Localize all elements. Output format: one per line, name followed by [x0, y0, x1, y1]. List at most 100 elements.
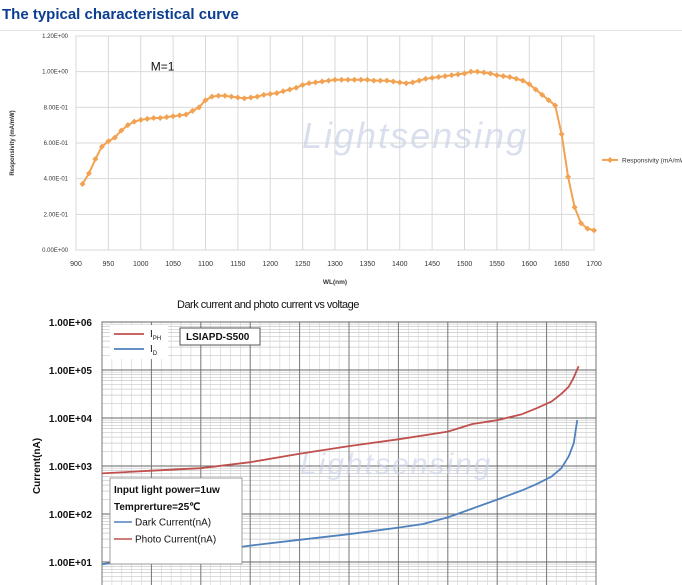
annotation-m1: M=1 — [151, 60, 175, 74]
current-voltage-chart: Dark current and photo current vs voltag… — [32, 299, 597, 585]
responsivity-point — [338, 76, 345, 83]
responsivity-point — [98, 143, 105, 150]
responsivity-point — [150, 115, 157, 122]
x-tick-label: 1200 — [262, 261, 278, 268]
responsivity-point — [480, 69, 487, 76]
legend-photo-label: Photo Current(nA) — [135, 535, 216, 546]
model-label: LSIAPD-S500 — [186, 332, 250, 343]
responsivity-point — [487, 70, 494, 77]
responsivity-point — [519, 77, 526, 84]
responsivity-point — [552, 102, 559, 109]
legend-label: Responsivity (mA/mW) — [622, 157, 682, 164]
note-text: Input light power=1uw — [114, 485, 220, 496]
responsivity-point — [357, 76, 364, 83]
responsivity-point — [105, 138, 112, 145]
responsivity-point — [157, 115, 164, 122]
responsivity-point — [131, 118, 138, 125]
responsivity-point — [189, 107, 196, 114]
responsivity-point — [571, 204, 578, 211]
responsivity-point — [403, 80, 410, 87]
responsivity-point — [442, 73, 449, 80]
responsivity-point — [196, 104, 203, 111]
x-tick-label: 1100 — [198, 261, 213, 268]
responsivity-point — [202, 97, 209, 104]
responsivity-point — [416, 77, 423, 84]
responsivity-point — [435, 74, 442, 81]
y-tick-label: 1.00E+05 — [49, 366, 93, 377]
x-tick-label: 950 — [103, 261, 115, 268]
responsivity-point — [545, 97, 552, 104]
x-tick-label: 1250 — [295, 261, 311, 268]
responsivity-point — [513, 75, 520, 82]
x-tick-label: 1150 — [230, 261, 245, 268]
responsivity-point — [183, 111, 190, 118]
y-tick-label: 4.00E-01 — [44, 177, 69, 183]
responsivity-point — [390, 78, 397, 85]
responsivity-point — [286, 86, 293, 93]
y-tick-label: 8.00E-01 — [44, 105, 69, 111]
y-tick-label: 1.00E+00 — [42, 70, 69, 76]
legend-dark-label: Dark Current(nA) — [135, 518, 211, 529]
note-text: Temprerture=25℃ — [114, 502, 200, 513]
y-tick-label: 1.00E+02 — [49, 510, 93, 521]
x-tick-label: 1550 — [489, 261, 505, 268]
responsivity-point — [325, 77, 332, 84]
y-tick-label: 1.00E+03 — [49, 462, 93, 473]
responsivity-point — [409, 79, 416, 86]
section-title: The typical characteristical curve — [2, 6, 239, 23]
legend-iph-label: IPH — [150, 329, 161, 342]
x-tick-label: 1300 — [327, 261, 343, 268]
y-tick-label: 1.20E+00 — [42, 34, 69, 40]
legend-marker — [607, 156, 613, 163]
responsivity-point — [396, 79, 403, 86]
responsivity-point — [474, 68, 481, 75]
responsivity-point — [351, 76, 358, 83]
x-tick-label: 1500 — [457, 261, 473, 268]
responsivity-point — [467, 68, 474, 75]
responsivity-point — [306, 80, 313, 87]
responsivity-point — [539, 91, 546, 98]
responsivity-point — [429, 74, 436, 81]
responsivity-point — [526, 81, 533, 88]
y-tick-label: 6.00E-01 — [44, 141, 69, 147]
responsivity-point — [254, 93, 261, 100]
responsivity-point — [565, 173, 572, 180]
responsivity-point — [176, 112, 183, 119]
responsivity-point — [578, 220, 585, 227]
responsivity-chart: 900 950 1000 1050 1100 1150 1200 1250 1300 1350 14… — [10, 34, 682, 286]
responsivity-point — [92, 156, 99, 163]
responsivity-point — [241, 95, 248, 102]
y-axis-label: Current(nA) — [32, 438, 43, 494]
responsivity-point — [280, 88, 287, 95]
responsivity-point — [144, 115, 151, 122]
y-tick-label: 2.00E-01 — [44, 212, 69, 218]
y-tick-label: 1.00E+06 — [49, 318, 93, 329]
responsivity-point — [137, 116, 144, 123]
model-label-box — [179, 327, 261, 346]
responsivity-point — [591, 227, 597, 234]
responsivity-point — [79, 181, 86, 188]
x-tick-label: 1650 — [554, 261, 570, 268]
responsivity-point — [364, 76, 371, 83]
responsivity-point — [332, 76, 338, 83]
x-axis-label: WL(nm) — [323, 279, 347, 286]
y-tick-label: 0.00E+00 — [42, 248, 69, 254]
responsivity-point — [506, 74, 513, 81]
responsivity-point — [208, 93, 215, 100]
legend-top: IPH ID — [110, 325, 168, 359]
responsivity-point — [85, 170, 92, 177]
responsivity-point — [377, 77, 384, 84]
responsivity-point — [370, 77, 377, 84]
responsivity-point — [215, 92, 222, 99]
responsivity-point — [383, 77, 390, 84]
responsivity-point — [221, 92, 228, 99]
x-tick-label: 1050 — [165, 261, 181, 268]
x-tick-label: 1700 — [586, 261, 602, 268]
responsivity-point — [234, 94, 241, 101]
watermark: Lightsensing — [302, 115, 528, 156]
responsivity-point — [163, 114, 170, 121]
responsivity-point — [170, 113, 177, 120]
responsivity-point — [584, 225, 591, 232]
responsivity-point — [124, 122, 131, 129]
x-tick-label: 900 — [70, 261, 82, 268]
